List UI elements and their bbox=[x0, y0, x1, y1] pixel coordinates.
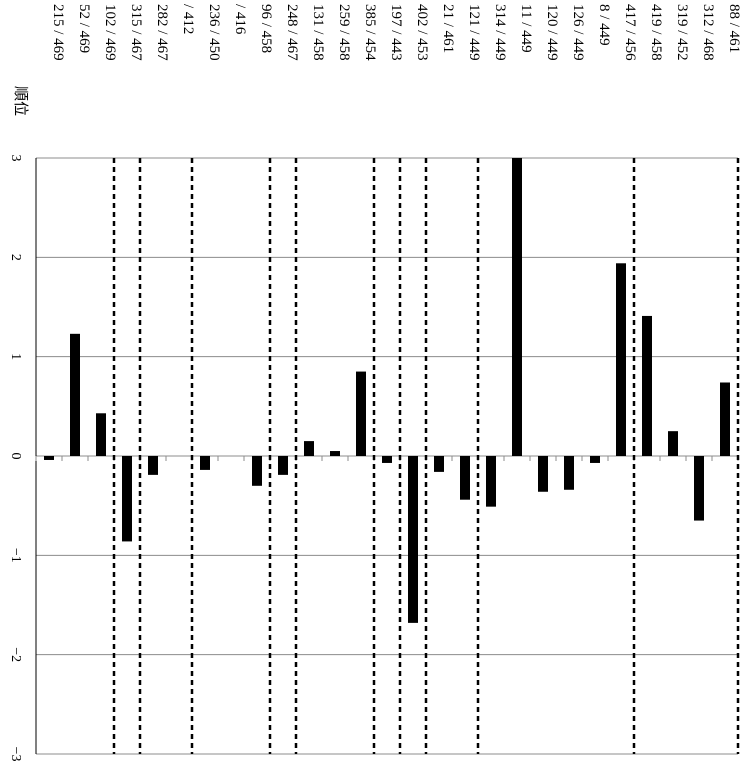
rank-label: 236 / 450 bbox=[206, 4, 222, 61]
bar bbox=[200, 456, 210, 470]
y-tick-label: −2 bbox=[8, 647, 23, 662]
rank-label: 314 / 449 bbox=[492, 4, 508, 61]
bar bbox=[148, 456, 158, 475]
rank-header: 順位 bbox=[12, 86, 29, 116]
rank-label: 215 / 469 bbox=[50, 4, 66, 61]
rank-label: 419 / 458 bbox=[648, 4, 664, 61]
y-tick-label: 2 bbox=[8, 254, 23, 261]
rank-label: / 416 bbox=[232, 4, 248, 35]
rank-label: 259 / 458 bbox=[336, 4, 352, 61]
rank-label: 131 / 458 bbox=[310, 4, 326, 61]
rank-label: 402 / 453 bbox=[414, 4, 430, 61]
y-tick-label: 0 bbox=[8, 453, 23, 460]
y-tick-label: 3 bbox=[8, 155, 23, 162]
bar bbox=[590, 456, 600, 463]
bar bbox=[694, 456, 704, 521]
rank-label: 248 / 467 bbox=[284, 4, 300, 61]
bar bbox=[122, 456, 132, 542]
bar bbox=[512, 158, 522, 456]
rank-label: 319 / 452 bbox=[674, 4, 690, 61]
bar bbox=[434, 456, 444, 472]
bar bbox=[356, 371, 366, 456]
rank-label: 120 / 449 bbox=[544, 4, 560, 61]
bar bbox=[642, 315, 652, 456]
rank-label: 197 / 443 bbox=[388, 4, 404, 61]
rank-label: 315 / 467 bbox=[128, 4, 144, 61]
rank-label: 8 / 449 bbox=[596, 4, 612, 46]
rank-label: 102 / 469 bbox=[102, 4, 118, 61]
rank-label: 121 / 449 bbox=[466, 4, 482, 61]
bar bbox=[252, 456, 262, 486]
rank-label: 88 / 461 bbox=[726, 4, 741, 53]
rank-label: 21 / 461 bbox=[440, 4, 456, 53]
bar bbox=[304, 441, 314, 456]
bar bbox=[44, 456, 54, 460]
bar bbox=[382, 456, 392, 463]
bar bbox=[616, 263, 626, 456]
bar bbox=[538, 456, 548, 492]
rank-label: 96 / 458 bbox=[258, 4, 274, 53]
bar bbox=[70, 333, 80, 456]
rank-label: / 412 bbox=[180, 4, 196, 34]
y-tick-label: −3 bbox=[8, 747, 23, 762]
bar bbox=[720, 382, 730, 456]
bar bbox=[460, 456, 470, 500]
rank-label: 11 / 449 bbox=[518, 4, 534, 53]
bar bbox=[486, 456, 496, 507]
rank-label: 312 / 468 bbox=[700, 4, 716, 61]
bar bbox=[330, 451, 340, 456]
bar bbox=[96, 413, 106, 456]
bar bbox=[564, 456, 574, 490]
rank-label: 385 / 454 bbox=[362, 4, 378, 61]
y-tick-label: 1 bbox=[8, 353, 23, 360]
rank-label: 52 / 469 bbox=[76, 4, 92, 53]
y-tick-label: −1 bbox=[8, 548, 23, 563]
rank-label: 126 / 449 bbox=[570, 4, 586, 61]
rank-label: 417 / 456 bbox=[622, 4, 638, 61]
bar bbox=[278, 456, 288, 475]
rank-label: 282 / 467 bbox=[154, 4, 170, 61]
bar bbox=[408, 456, 418, 623]
bar bbox=[668, 431, 678, 456]
